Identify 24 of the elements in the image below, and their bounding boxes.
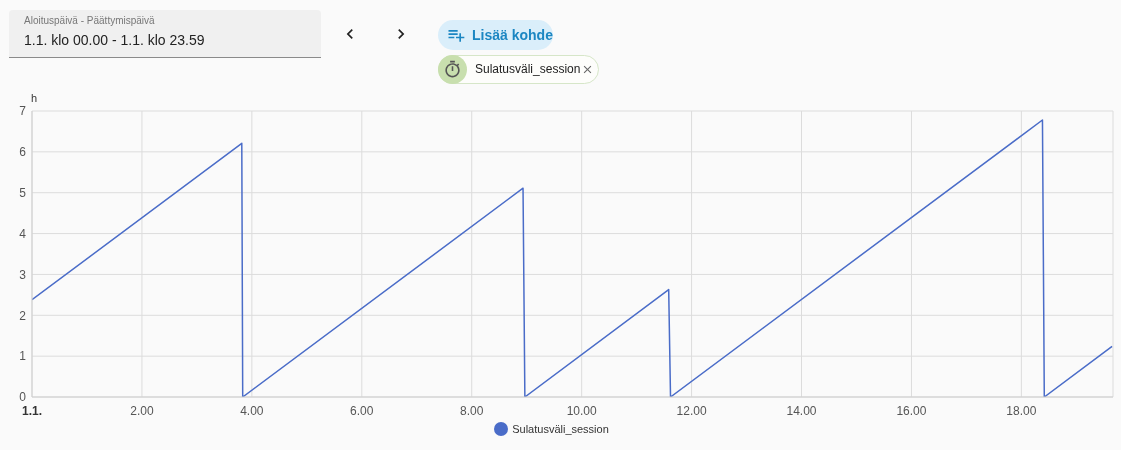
x-tick-label: 10.00 xyxy=(566,404,597,418)
x-tick-label: 16.00 xyxy=(896,404,927,418)
y-axis-title: h xyxy=(31,92,38,104)
x-tick-label: 4.00 xyxy=(240,404,264,418)
x-tick-label: 6.00 xyxy=(350,404,374,418)
x-tick-label: 8.00 xyxy=(460,404,484,418)
y-tick-label: 7 xyxy=(19,104,27,119)
text: Lisää kohde xyxy=(472,27,553,43)
y-tick-label: 2 xyxy=(19,308,27,323)
y-tick-label: 4 xyxy=(19,226,27,241)
text: Sulatusväli_session xyxy=(475,62,581,76)
y-tick-label: 6 xyxy=(19,145,27,160)
y-tick-label: 3 xyxy=(19,267,27,282)
x-tick-label: 2.00 xyxy=(130,404,154,418)
x-tick-label: 14.00 xyxy=(786,404,817,418)
x-tick-label: 18.00 xyxy=(1006,404,1037,418)
legend-label: Sulatusväli_session xyxy=(512,423,609,435)
x-tick-label: 12.00 xyxy=(676,404,707,418)
text: 1.1. klo 00.00 - 1.1. klo 23.59 xyxy=(24,32,205,48)
text: Aloituspäivä - Päättymispäivä xyxy=(24,15,155,26)
x-tick-label: 1.1. xyxy=(21,404,43,418)
y-tick-label: 1 xyxy=(19,349,27,364)
y-tick-label: 5 xyxy=(19,185,27,200)
y-tick-label: 0 xyxy=(19,390,27,405)
